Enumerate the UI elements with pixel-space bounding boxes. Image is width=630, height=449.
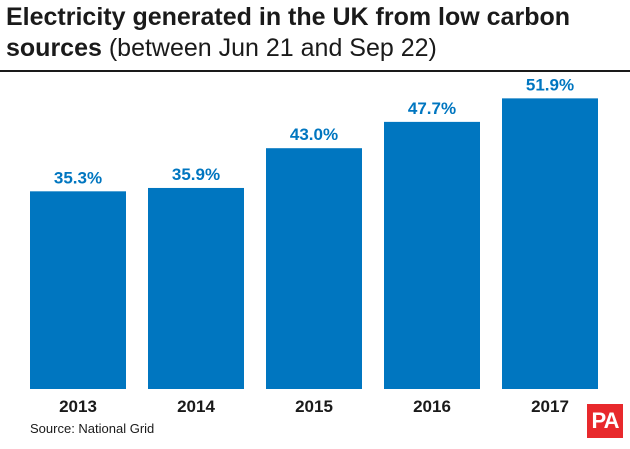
category-label-2015: 2015	[295, 397, 333, 416]
value-label-2015: 43.0%	[290, 125, 338, 144]
pa-logo: PA	[587, 404, 623, 438]
bar-2017	[502, 98, 598, 390]
value-label-2013: 35.3%	[54, 168, 102, 187]
bar-2015	[266, 148, 362, 389]
category-label-2017: 2017	[531, 397, 569, 416]
title-main: Electricity generated in the UK from low…	[6, 3, 571, 62]
title-subtitle: (between Jun 21 and Sep 22)	[108, 34, 437, 62]
value-label-2017: 51.9%	[526, 75, 574, 94]
title-divider	[0, 70, 630, 72]
bar-2013	[30, 191, 126, 389]
bar-2014	[148, 187, 244, 389]
category-label-2013: 2013	[59, 397, 97, 416]
value-label-2016: 47.7%	[408, 99, 456, 118]
category-label-2014: 2014	[177, 397, 215, 416]
category-label-2016: 2016	[413, 397, 451, 416]
bar-2016	[384, 121, 480, 389]
value-label-2014: 35.9%	[172, 165, 220, 184]
source-note: Source: National Grid	[30, 421, 155, 436]
chart-title: Electricity generated in the UK from low…	[6, 2, 626, 64]
